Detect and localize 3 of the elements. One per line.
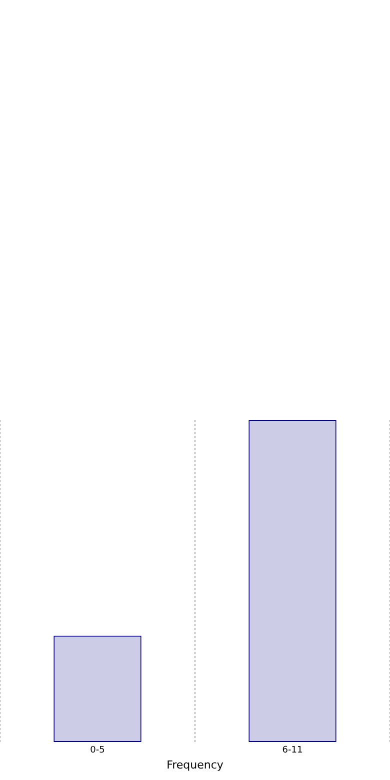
- x-axis-title: Frequency: [166, 758, 224, 772]
- x-tick-label: 0-5: [90, 746, 105, 756]
- x-tick-label: 6-11: [282, 746, 303, 756]
